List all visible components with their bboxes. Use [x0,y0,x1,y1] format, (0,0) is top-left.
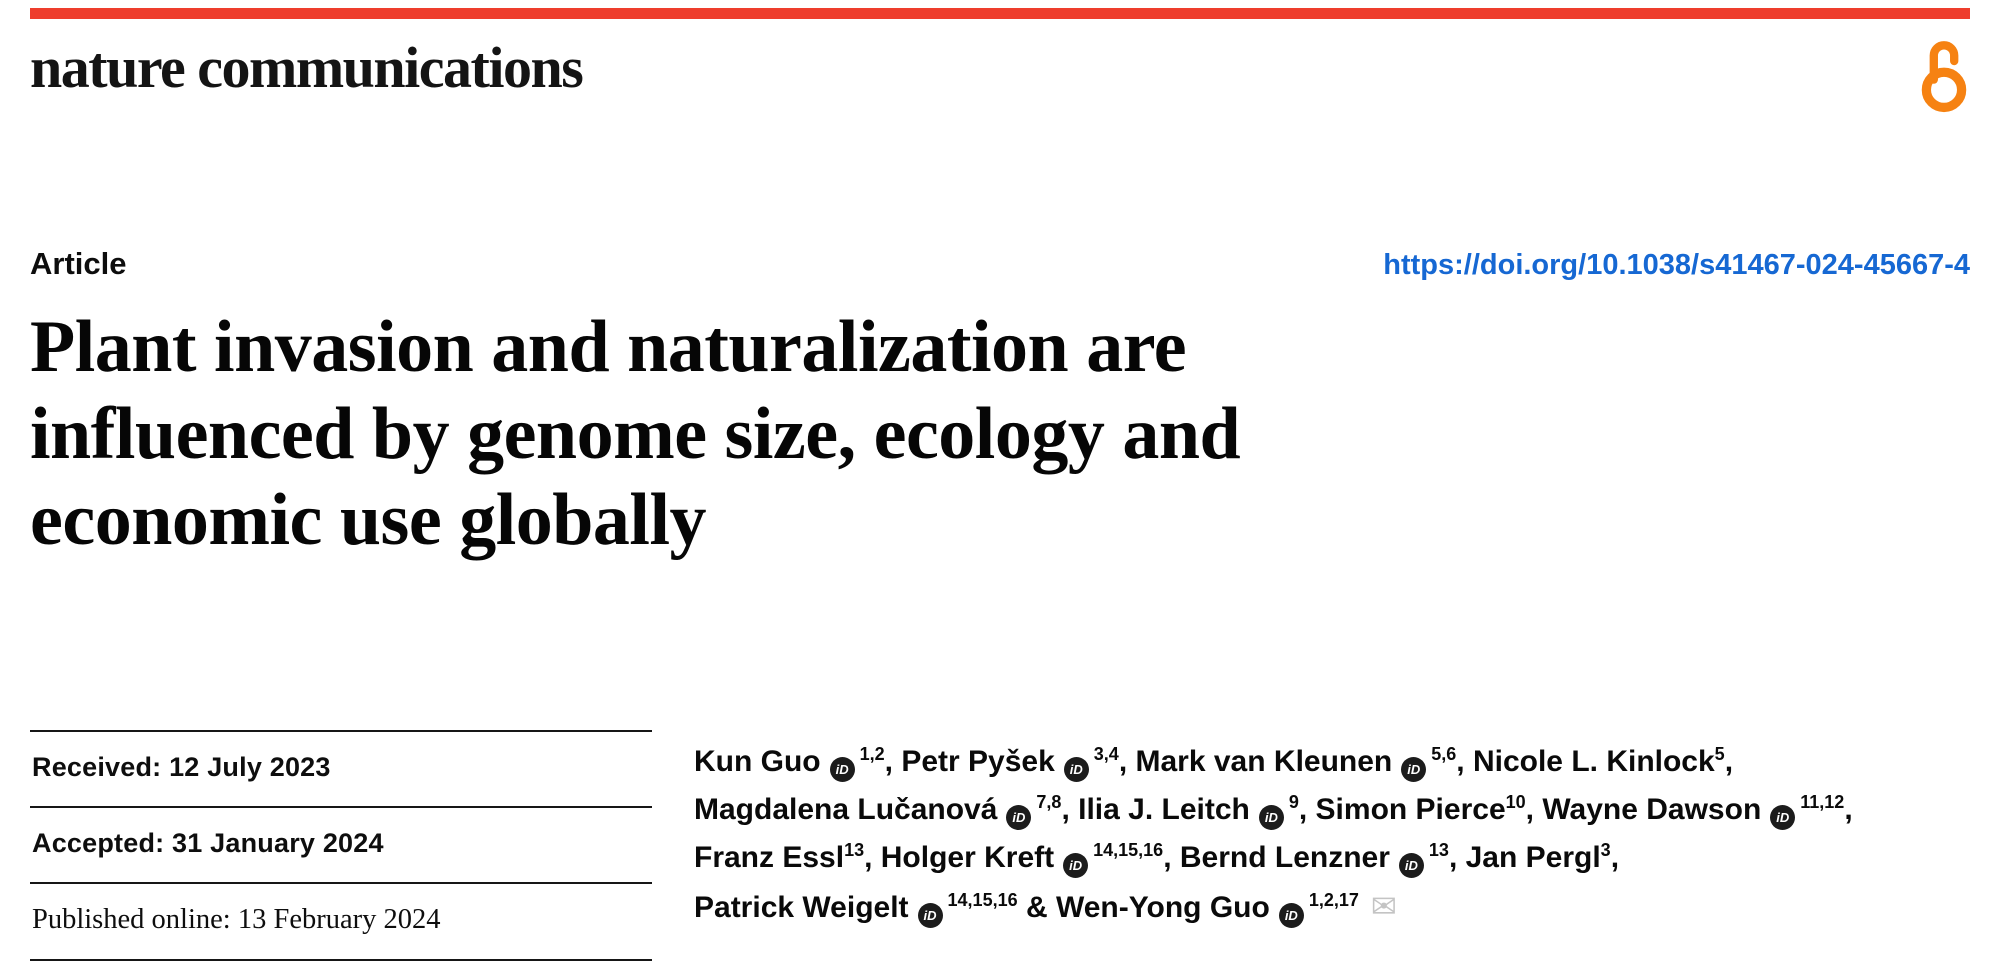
author-separator: , [1844,792,1853,826]
author: Magdalena Lučanová iD7,8 [694,791,1062,830]
author: Bernd Lenzner iD13 [1179,839,1449,878]
author-name: Patrick Weigelt [694,890,909,924]
orcid-icon[interactable]: iD [917,902,943,928]
orcid-icon[interactable]: iD [1006,804,1032,830]
date-value: 31 January 2024 [172,827,384,858]
affiliation-superscript: 11,12 [1800,791,1845,812]
author: Patrick Weigelt iD14,15,16 [694,889,1018,928]
date-row: Accepted: 31 January 2024 [30,805,652,882]
author-name: Franz Essl [694,840,845,874]
author: Nicole L. Kinlock5 [1472,743,1725,778]
author: Petr Pyšek iD3,4 [901,743,1119,782]
author: Simon Pierce10 [1315,791,1526,826]
affiliation-superscript: 13 [844,839,865,860]
author: Ilia J. Leitch iD9 [1078,791,1299,830]
title-line: Plant invasion and naturalization are [30,306,1187,388]
date-label: Published online: [32,903,238,935]
affiliation-superscript: 1,2 [859,743,885,764]
journal-logo: nature communications [30,35,584,100]
doi-link[interactable]: https://doi.org/10.1038/s41467-024-45667… [1383,249,1970,281]
author-separator: , [1610,840,1620,874]
author-separator: & [1017,890,1056,924]
affiliation-superscript: 3,4 [1093,743,1119,764]
content-columns: Received: 12 July 2023 Accepted: 31 Janua… [30,729,1970,961]
author-separator: , [1525,792,1543,826]
author: Kun Guo iD1,2 [694,743,885,782]
author-separator: , [1163,840,1180,874]
email-icon[interactable]: ✉ [1370,888,1397,924]
date-row: Published online: 13 February 2024 [30,881,652,961]
author: Jan Pergl3 [1465,839,1611,874]
author-name: Holger Kreft [880,840,1055,874]
orcid-icon[interactable]: iD [1401,756,1427,782]
author: Franz Essl13 [694,839,865,874]
author-separator: , [1448,840,1466,874]
date-label: Received: [32,751,170,782]
orcid-icon[interactable]: iD [1258,804,1284,830]
affiliation-superscript: 5 [1714,743,1725,764]
orcid-icon[interactable]: iD [1398,852,1424,878]
affiliation-superscript: 14,15,16 [947,889,1018,910]
author-name: Bernd Lenzner [1179,840,1390,874]
dates-panel: Received: 12 July 2023 Accepted: 31 Janua… [30,729,652,961]
author-name: Ilia J. Leitch [1078,792,1250,826]
author-separator: , [884,744,902,778]
author-list: Kun Guo iD1,2, Petr Pyšek iD3,4, Mark van … [694,730,1970,932]
author-separator: , [1061,792,1079,826]
orcid-icon[interactable]: iD [1770,804,1796,830]
page-header: nature communications [30,33,1970,118]
author-name: Nicole L. Kinlock [1472,744,1715,778]
title-line: influenced by genome size, ecology and [30,392,1241,475]
author: Mark van Kleunen iD5,6 [1135,743,1457,782]
affiliation-superscript: 9 [1288,791,1299,812]
author-name: Kun Guo [694,744,821,778]
affiliation-superscript: 14,15,16 [1093,839,1164,860]
open-access-icon [1918,37,1970,118]
affiliation-superscript: 1,2,17 [1308,889,1359,910]
date-label: Accepted: [32,827,173,858]
author: Wen-Yong Guo iD1,2,17 ✉ [1055,888,1397,928]
author-separator: , [864,840,881,874]
affiliation-superscript: 3 [1600,839,1611,860]
author-name: Petr Pyšek [901,744,1055,778]
date-value: 13 February 2024 [237,903,441,935]
article-meta-row: Article https://doi.org/10.1038/s41467-0… [30,246,1970,282]
article-title: Plant invasion and naturalization are inf… [30,304,1680,564]
article-first-page: nature communications Article https://do… [0,8,2000,971]
brand-bar [30,8,1970,19]
author-name: Magdalena Lučanová [694,792,998,826]
author-separator: , [1118,744,1136,778]
author-separator: , [1298,792,1316,826]
article-type-label: Article [30,246,127,281]
affiliation-superscript: 5,6 [1431,743,1457,764]
orcid-icon[interactable]: iD [829,756,855,782]
author: Holger Kreft iD14,15,16 [880,839,1164,878]
date-value: 12 July 2023 [169,751,331,782]
author-name: Wayne Dawson [1542,792,1762,826]
author-separator: , [1456,744,1473,778]
affiliation-superscript: 7,8 [1036,791,1062,812]
orcid-icon[interactable]: iD [1063,852,1089,878]
affiliation-superscript: 13 [1428,839,1449,860]
orcid-icon[interactable]: iD [1063,756,1089,782]
author-name: Simon Pierce [1315,792,1506,826]
title-line: economic use globally [30,479,707,562]
author: Wayne Dawson iD11,12 [1542,791,1845,830]
author-name: Jan Pergl [1465,840,1601,874]
affiliation-superscript: 10 [1505,791,1526,812]
author-separator: , [1724,744,1734,778]
orcid-icon[interactable]: iD [1278,902,1304,928]
author-name: Wen-Yong Guo [1055,890,1270,924]
author-name: Mark van Kleunen [1135,744,1393,778]
date-row: Received: 12 July 2023 [30,729,652,806]
